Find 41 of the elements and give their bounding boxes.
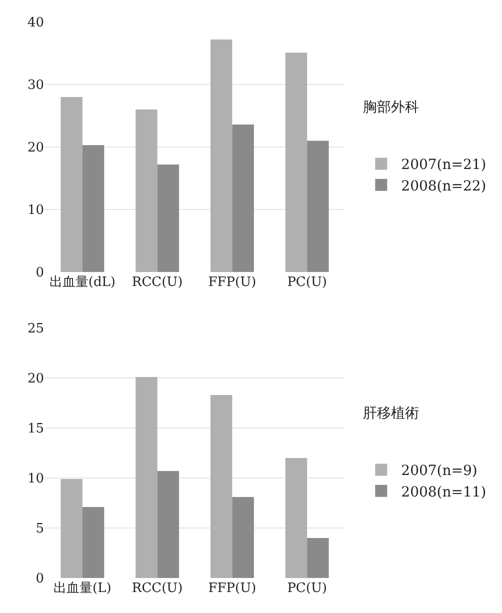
y-tick-label: 20 <box>27 372 44 387</box>
y-tick-label: 30 <box>27 78 44 94</box>
bar <box>210 40 232 272</box>
x-tick-label: FFP(U) <box>208 275 256 290</box>
y-tick-label: 10 <box>27 203 44 218</box>
y-tick-label: 0 <box>36 266 44 281</box>
legend-label: 2008(n=22) <box>401 178 486 194</box>
y-tick-label: 5 <box>36 522 44 537</box>
y-tick-label: 40 <box>27 16 44 31</box>
legend-label: 2008(n=11) <box>401 484 486 500</box>
x-tick-label: FFP(U) <box>208 581 256 596</box>
legend-label: 2007(n=21) <box>401 157 486 174</box>
bar <box>136 110 158 272</box>
bar <box>210 395 232 578</box>
bar <box>157 164 180 272</box>
bar <box>285 458 308 578</box>
y-tick-label: 15 <box>27 422 44 437</box>
x-tick-label: 出血量(dL) <box>49 275 116 290</box>
legend-label: 2007(n=9) <box>401 463 478 480</box>
bar <box>232 124 254 272</box>
x-tick-label: PC(U) <box>287 275 327 290</box>
bar <box>136 377 158 578</box>
bar <box>285 52 308 272</box>
bar <box>232 497 254 578</box>
y-tick-label: 20 <box>27 140 44 156</box>
y-tick-label: 0 <box>36 572 44 587</box>
bar <box>157 471 180 578</box>
bar <box>82 507 104 578</box>
bar <box>82 145 104 272</box>
bar <box>60 97 82 272</box>
bar <box>307 538 329 578</box>
bar <box>60 479 82 578</box>
x-tick-label: RCC(U) <box>132 275 183 290</box>
x-tick-label: RCC(U) <box>132 581 183 596</box>
y-tick-label: 10 <box>27 472 44 487</box>
x-tick-label: 出血量(L) <box>54 581 112 596</box>
y-tick-label: 25 <box>27 322 44 337</box>
legend-title: 肝移植術 <box>363 406 420 422</box>
legend-title: 胸部外科 <box>363 100 420 116</box>
x-tick-label: PC(U) <box>287 581 327 596</box>
bar <box>307 140 329 272</box>
